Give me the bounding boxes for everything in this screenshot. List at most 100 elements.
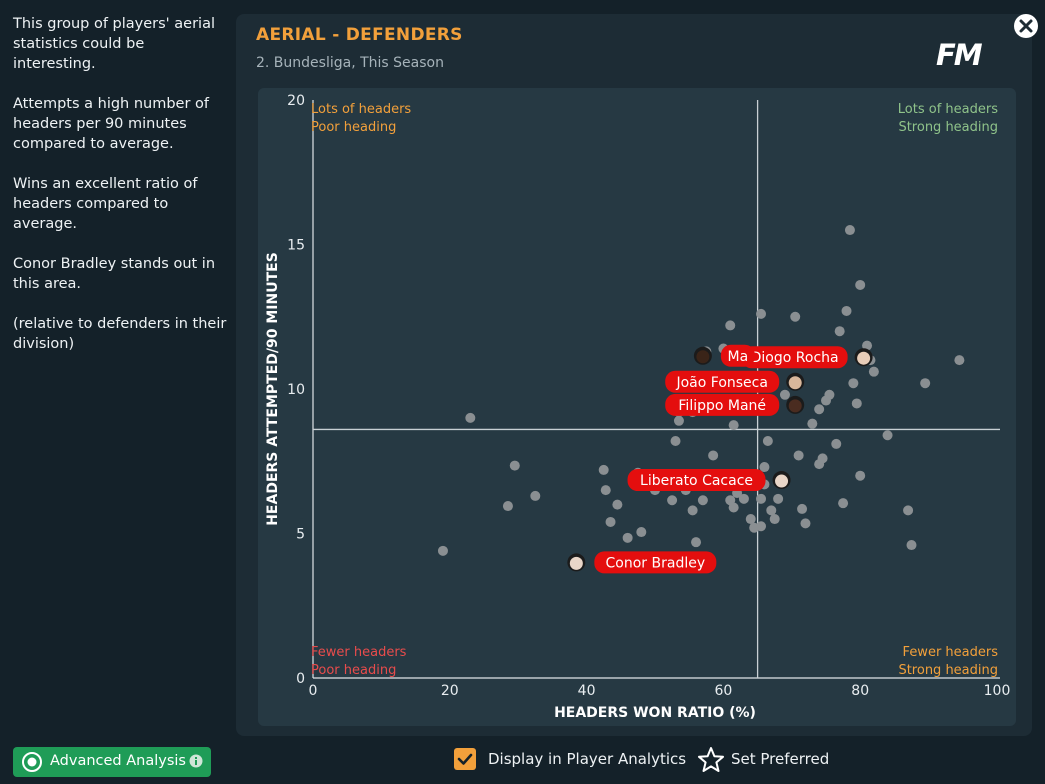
x-tick-label: 20 (441, 683, 459, 699)
data-point[interactable] (868, 366, 879, 377)
data-point[interactable] (903, 505, 914, 516)
data-point[interactable] (855, 470, 866, 481)
data-point[interactable] (673, 415, 684, 426)
quadrant-label: Fewer headers (903, 645, 999, 660)
y-tick-label: 20 (287, 93, 305, 109)
data-point[interactable] (437, 545, 448, 556)
data-point[interactable] (756, 521, 767, 532)
y-tick-label: 5 (296, 527, 305, 543)
data-point[interactable] (530, 490, 541, 501)
data-point[interactable] (831, 438, 842, 449)
data-point[interactable] (670, 436, 681, 447)
player-label: Filippo Mané (678, 398, 766, 414)
data-point[interactable] (605, 516, 616, 527)
data-point[interactable] (773, 493, 784, 504)
data-point[interactable] (691, 537, 702, 548)
data-point[interactable] (841, 305, 852, 316)
plot-area (258, 88, 1016, 726)
data-point[interactable] (738, 493, 749, 504)
data-point[interactable] (814, 404, 825, 415)
data-point[interactable] (779, 389, 790, 400)
player-label: Liberato Cacace (640, 473, 753, 489)
data-point[interactable] (728, 502, 739, 513)
player-label: Diogo Rocha (751, 350, 839, 366)
data-point[interactable] (762, 436, 773, 447)
advanced-analysis-button[interactable]: Advanced Analysis (13, 747, 211, 777)
set-preferred-button[interactable]: Set Preferred (731, 750, 830, 768)
data-point[interactable] (848, 378, 859, 389)
x-tick-label: 40 (578, 683, 596, 699)
data-point[interactable] (502, 501, 513, 512)
data-point[interactable] (687, 505, 698, 516)
player-label-bg[interactable] (741, 346, 848, 369)
player-label-bg[interactable] (627, 469, 766, 492)
y-tick-label: 0 (296, 671, 305, 687)
player-label-bg[interactable] (665, 370, 780, 393)
data-point[interactable] (728, 420, 739, 431)
y-axis-title: HEADERS ATTEMPTED/90 MINUTES (265, 252, 281, 526)
quadrant-label: Lots of headers (898, 102, 998, 117)
data-point[interactable] (759, 462, 770, 473)
insight-paragraph: (relative to defenders in their division… (13, 316, 227, 352)
data-point[interactable] (769, 514, 780, 525)
data-point[interactable] (725, 320, 736, 331)
quadrant-label: Poor heading (311, 663, 396, 678)
close-icon (1019, 19, 1033, 33)
data-point[interactable] (807, 418, 818, 429)
data-point[interactable] (882, 430, 893, 441)
quadrant-label: Fewer headers (311, 645, 407, 660)
analysis-icon (22, 752, 42, 772)
star-icon[interactable] (697, 746, 725, 774)
data-point[interactable] (838, 498, 849, 509)
data-point[interactable] (509, 460, 520, 471)
data-point[interactable] (800, 518, 811, 529)
close-button[interactable] (1014, 14, 1038, 38)
data-point[interactable] (622, 532, 633, 543)
data-point[interactable] (797, 503, 808, 514)
x-tick-label: 60 (714, 683, 732, 699)
data-point[interactable] (697, 495, 708, 506)
display-in-analytics-checkbox[interactable] (454, 748, 476, 770)
data-point[interactable] (598, 464, 609, 475)
fm-logo: FM (936, 38, 983, 72)
data-point[interactable] (793, 450, 804, 461)
insight-paragraph: Conor Bradley stands out in this area. (13, 256, 216, 292)
x-tick-label: 80 (851, 683, 869, 699)
data-point[interactable] (906, 540, 917, 551)
player-label-bg[interactable] (594, 551, 717, 574)
player-label: João Fonseca (675, 375, 767, 391)
player-label: Ma (728, 349, 749, 365)
data-point[interactable] (756, 308, 767, 319)
data-point[interactable] (817, 453, 828, 464)
data-point[interactable] (862, 340, 873, 351)
data-point[interactable] (844, 225, 855, 236)
display-in-analytics-label: Display in Player Analytics (488, 750, 687, 768)
x-tick-label: 100 (984, 683, 1011, 699)
data-point[interactable] (745, 514, 756, 525)
advanced-analysis-label: Advanced Analysis (50, 753, 186, 769)
insight-paragraph: Attempts a high number of headers per 90… (13, 96, 210, 152)
player-face (696, 350, 710, 364)
quadrant-label: Strong heading (898, 120, 998, 135)
insight-paragraph: Wins an excellent ratio of headers compa… (13, 176, 198, 232)
data-point[interactable] (790, 311, 801, 322)
insight-paragraph: This group of players' aerial statistics… (13, 16, 215, 72)
quadrant-label: Lots of headers (311, 102, 411, 117)
data-point[interactable] (834, 326, 845, 337)
data-point[interactable] (851, 398, 862, 409)
info-icon[interactable] (189, 754, 203, 768)
data-point[interactable] (465, 412, 476, 423)
data-point[interactable] (708, 450, 719, 461)
data-point[interactable] (612, 499, 623, 510)
data-point[interactable] (636, 527, 647, 538)
data-point[interactable] (954, 355, 965, 366)
data-point[interactable] (667, 495, 678, 506)
player-label-bg[interactable] (720, 344, 755, 367)
data-point[interactable] (766, 505, 777, 516)
data-point[interactable] (756, 493, 767, 504)
data-point[interactable] (600, 485, 611, 496)
data-point[interactable] (824, 389, 835, 400)
data-point[interactable] (920, 378, 931, 389)
data-point[interactable] (855, 279, 866, 290)
player-label-bg[interactable] (665, 393, 780, 416)
